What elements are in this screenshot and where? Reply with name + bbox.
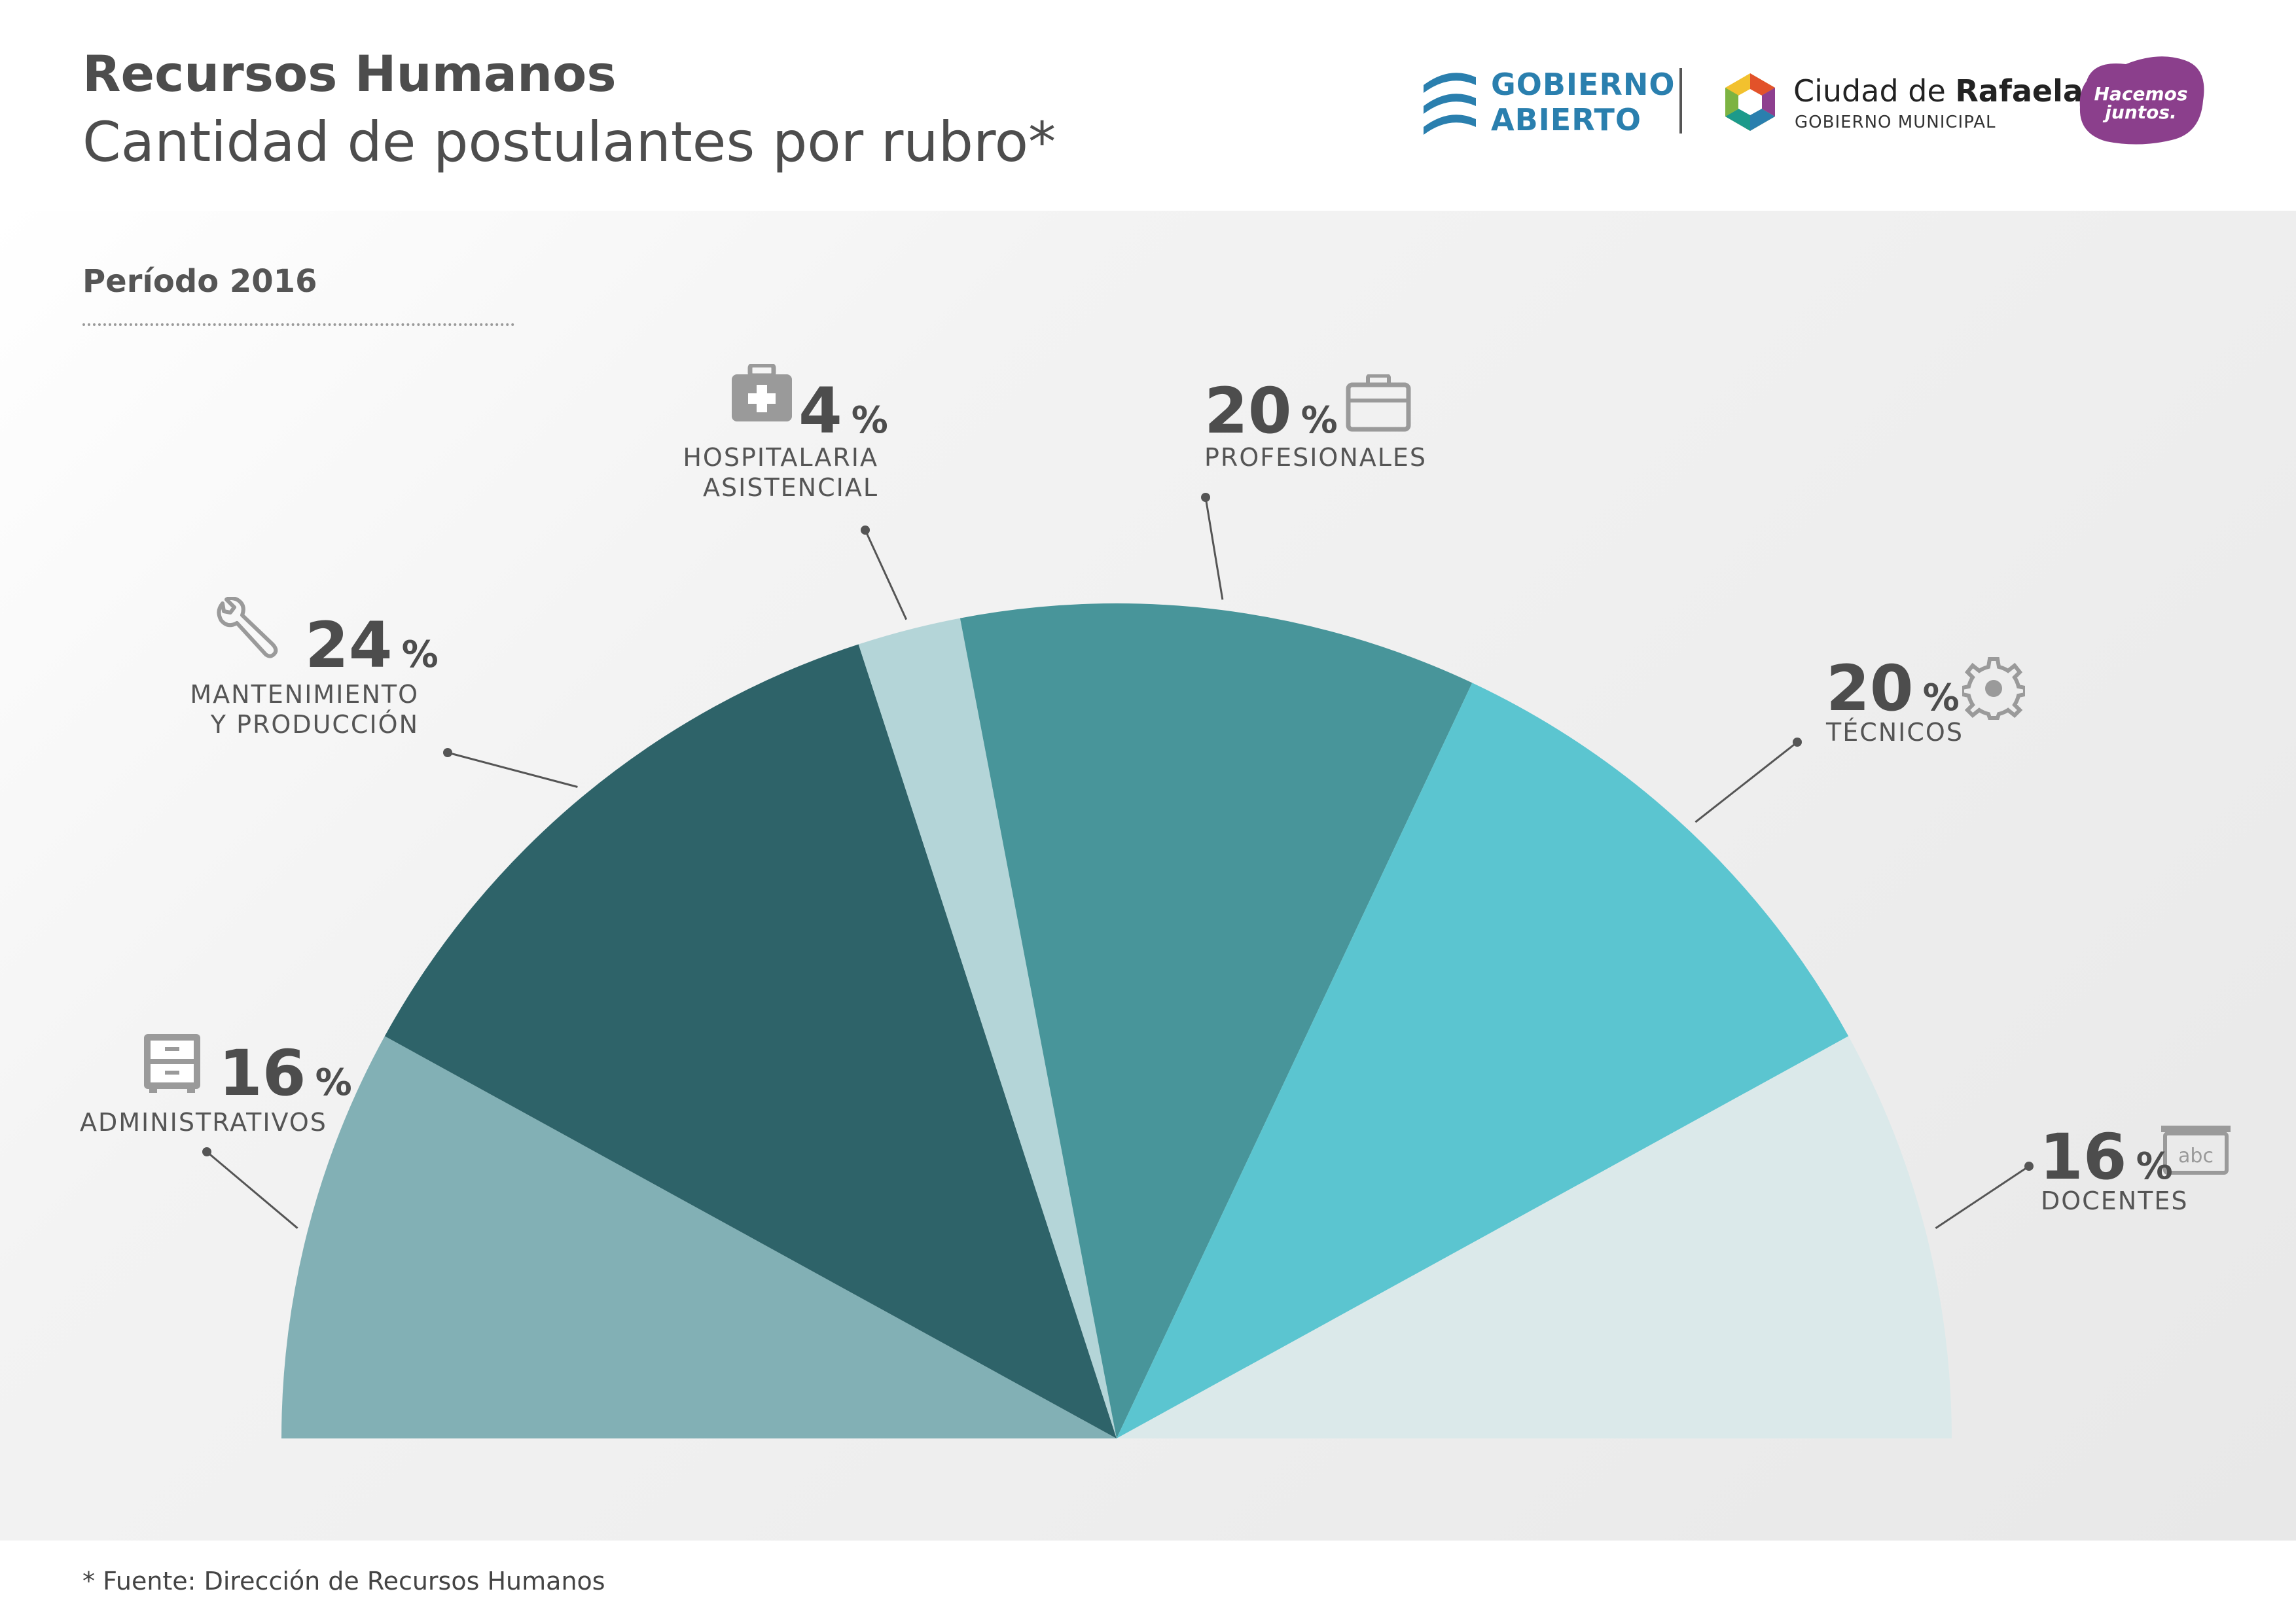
page-title: Recursos Humanos [82, 45, 617, 103]
rafaela-logo-subtitle: GOBIERNO MUNICIPAL [1795, 113, 1996, 132]
leader-dot-tecnicos [1793, 738, 1802, 747]
rafaela-hexagon-logo-icon [1725, 73, 1775, 131]
slice-administrativos [281, 1036, 1117, 1438]
label-docentes: 16% [2039, 1120, 2173, 1194]
leader-line-mantenimiento [447, 751, 578, 788]
leader-line-administrativos [206, 1150, 298, 1229]
category-profesionales: PROFESIONALES [1204, 443, 1427, 472]
label-tecnicos: 20% [1826, 652, 1960, 725]
gear-icon [1962, 657, 2025, 720]
slice-docentes [1117, 1036, 1952, 1438]
leader-line-profesionales [1204, 497, 1224, 600]
leader-line-tecnicos [1695, 741, 1798, 823]
value-tecnicos: 20 [1826, 652, 1914, 725]
label-administrativos: 16% [219, 1037, 352, 1110]
briefcase-icon [1346, 374, 1411, 432]
leader-line-hospitalaria [864, 529, 908, 620]
label-mantenimiento: 24% [305, 609, 439, 682]
medical-kit-icon [732, 364, 792, 421]
leader-dot-administrativos [202, 1147, 211, 1156]
logo-separator [1679, 68, 1682, 134]
period-divider [82, 323, 514, 326]
slice-hospitalaria [858, 618, 1117, 1438]
page-subtitle: Cantidad de postulantes por rubro* [82, 110, 1056, 174]
source-footnote: * Fuente: Dirección de Recursos Humanos [82, 1567, 605, 1596]
percent-sign: % [1922, 677, 1960, 719]
category-tecnicos: TÉCNICOS [1826, 718, 1964, 747]
category-mantenimiento: MANTENIMIENTO Y PRODUCCIÓN [190, 680, 419, 739]
leader-dot-profesionales [1201, 493, 1210, 502]
slice-mantenimiento [384, 644, 1117, 1438]
leader-dot-mantenimiento [443, 748, 452, 757]
slice-tecnicos [1117, 683, 1849, 1438]
value-docentes: 16 [2039, 1120, 2127, 1194]
abc-board-icon: abc [2161, 1126, 2231, 1175]
category-docentes: DOCENTES [2041, 1186, 2189, 1215]
value-profesionales: 20 [1204, 374, 1292, 448]
value-administrativos: 16 [219, 1037, 306, 1110]
gobierno-abierto-logo-icon [1424, 73, 1476, 135]
filing-cabinet-icon [144, 1034, 200, 1093]
category-administrativos: ADMINISTRATIVOS [80, 1108, 327, 1137]
hacemos-juntos-logo-text: Hacemos juntos. [2094, 83, 2188, 123]
label-hospitalaria: 4% [798, 374, 888, 448]
label-profesionales: 20% [1204, 374, 1338, 448]
rafaela-logo-name: Ciudad de Rafaela [1793, 73, 2083, 109]
value-mantenimiento: 24 [305, 609, 393, 682]
percent-sign: % [401, 633, 439, 676]
percent-sign: % [851, 399, 888, 442]
leader-dot-hospitalaria [861, 526, 870, 535]
category-hospitalaria: HOSPITALARIA ASISTENCIAL [683, 443, 878, 502]
percent-sign: % [1300, 399, 1338, 442]
percent-sign: % [2136, 1145, 2173, 1188]
gobierno-abierto-logo-text: GOBIERNO ABIERTO [1491, 67, 1676, 137]
hacemos-juntos-blob-icon [2079, 56, 2204, 145]
percent-sign: % [315, 1061, 352, 1104]
header [0, 0, 2296, 211]
svg-text:abc: abc [2178, 1145, 2214, 1168]
wrench-icon [217, 597, 278, 658]
leader-line-docentes [1935, 1165, 2030, 1229]
slice-profesionales [960, 603, 1473, 1438]
leader-dot-docentes [2024, 1162, 2034, 1171]
value-hospitalaria: 4 [798, 374, 842, 448]
period-label: Período 2016 [82, 263, 317, 300]
